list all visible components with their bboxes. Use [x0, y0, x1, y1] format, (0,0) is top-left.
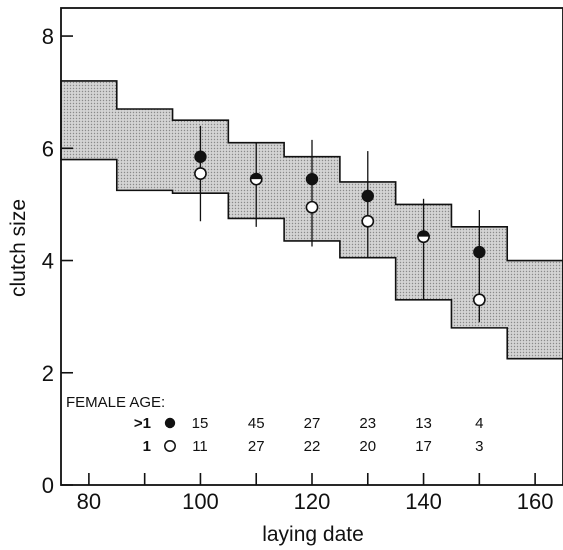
y-tick-label: 0: [42, 473, 54, 498]
point-older-female: [194, 150, 207, 163]
sample-size-label: 20: [359, 438, 376, 455]
x-tick-label: 140: [405, 489, 442, 514]
legend-title: FEMALE AGE:: [66, 394, 165, 411]
point-older-female: [361, 189, 374, 203]
sample-size-label: 3: [475, 438, 483, 455]
y-axis-title: clutch size: [7, 199, 30, 297]
sample-size-label: 27: [304, 415, 321, 432]
sample-size-label: 45: [248, 415, 265, 432]
sample-size-label: 11: [192, 438, 208, 455]
point-combined-filled-half: [250, 173, 262, 180]
sample-size-label: 15: [192, 415, 209, 432]
sample-size-label: 13: [415, 415, 432, 432]
point-yearling-female: [305, 200, 319, 214]
sample-size-label: 17: [415, 438, 432, 455]
sample-size-label: 4: [475, 415, 483, 432]
sample-size-label: 27: [248, 438, 265, 455]
point-older-female: [305, 172, 319, 186]
point-yearling-female: [361, 214, 375, 228]
legend-label-older: >1: [134, 415, 151, 432]
point-yearling-female: [194, 167, 207, 180]
x-axis-title: laying date: [262, 523, 364, 546]
sample-size-label: 22: [304, 438, 321, 455]
legend-label-yearling: 1: [143, 438, 151, 455]
x-tick-label: 160: [517, 489, 554, 514]
point-older-female: [473, 245, 486, 259]
sample-size-label: 23: [359, 415, 376, 432]
legend-marker-filled: [164, 417, 176, 429]
legend-marker-open: [164, 440, 176, 452]
y-tick-label: 2: [42, 361, 54, 386]
data-points: [194, 150, 486, 307]
x-tick-label: 100: [182, 489, 219, 514]
point-combined-filled-half: [417, 231, 430, 237]
y-tick-label: 8: [42, 24, 54, 49]
legend: FEMALE AGE: >1 1 15 45 27 23 13 4 11 27 22 20 17 3: [66, 394, 484, 455]
point-yearling-female: [472, 293, 486, 307]
y-tick-label: 6: [42, 136, 54, 161]
x-tick-label: 120: [294, 489, 331, 514]
x-tick-label: 80: [77, 489, 101, 514]
y-tick-label: 4: [42, 249, 54, 274]
